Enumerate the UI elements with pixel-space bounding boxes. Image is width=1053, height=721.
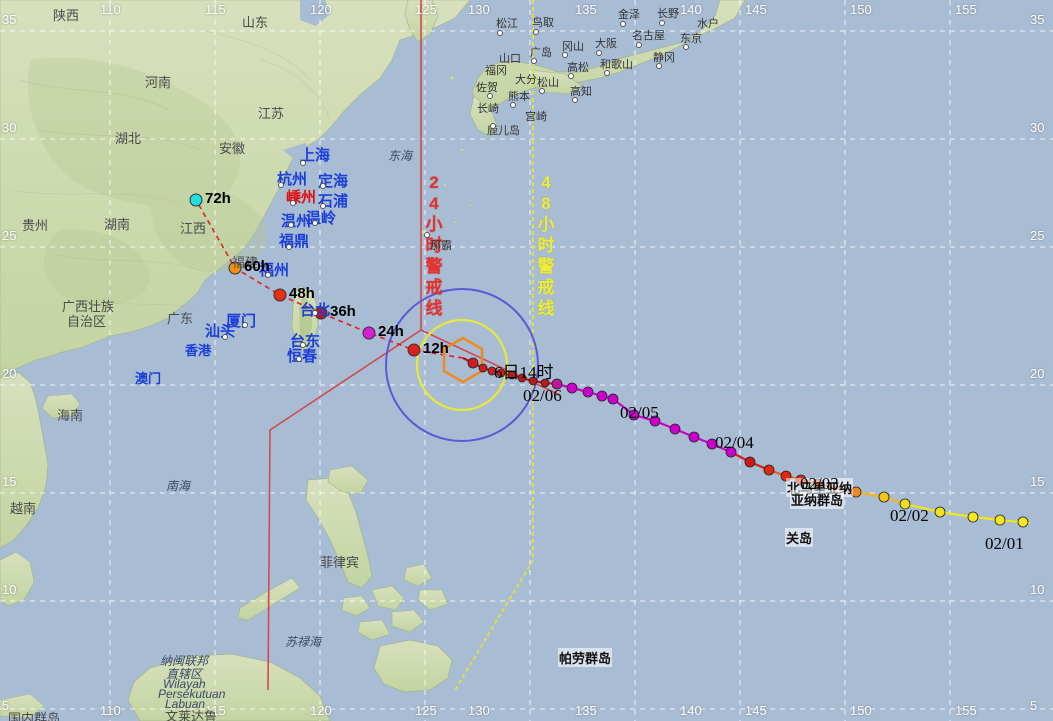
city-dot-marker [290,200,296,206]
city-dot-marker [288,222,294,228]
warning-line-char: 小 [425,215,443,234]
history-track-point [812,478,824,490]
history-track-point [478,363,488,373]
history-track-point [780,470,792,482]
warning-line-char: 8 [541,194,551,213]
city-dot-marker [656,63,662,69]
warning-line-24h-label: 2 4 小时警戒线 [424,172,444,319]
history-track-point [528,376,538,386]
wind-circle-inner [442,336,484,384]
history-track-point [899,498,911,510]
history-track-point [551,378,563,390]
history-track-point [487,366,497,376]
city-dot-marker [683,44,689,50]
city-dot-marker [533,29,539,35]
history-track-point [967,511,979,523]
warning-line-char: 4 [429,194,439,213]
warning-line-char: 线 [537,299,555,318]
history-track-point [744,456,756,468]
forecast-point-24h[interactable] [362,326,376,340]
city-dot-marker [222,334,228,340]
city-dot-marker [312,310,318,316]
history-track-point [566,382,578,394]
history-track-point [763,464,775,476]
city-dot-marker [596,50,602,56]
city-dot-marker [490,123,496,129]
city-dot-marker [487,93,493,99]
city-dot-marker [510,102,516,108]
history-track-point [934,506,946,518]
city-dot-marker [531,58,537,64]
history-track-point [467,357,479,369]
city-dot-marker [300,160,306,166]
warning-line-char: 时 [425,236,443,255]
warning-line-char: 戒 [537,278,555,297]
city-dot-marker [636,42,642,48]
history-track-point [688,431,700,443]
warning-line-char: 戒 [425,278,443,297]
history-track-point [649,415,661,427]
forecast-point-72h[interactable] [189,193,203,207]
warning-line-48h-label: 4 8 小时警戒线 [536,172,556,319]
city-dot-marker [312,220,318,226]
history-track-point [596,390,608,402]
warning-line-char: 时 [537,236,555,255]
history-track-point [878,491,890,503]
history-track-point [507,370,517,380]
city-dot-marker [572,97,578,103]
history-track-point [669,423,681,435]
city-dot-marker [620,21,626,27]
city-dot-marker [242,322,248,328]
forecast-point-60h[interactable] [228,261,242,275]
history-track-point [795,474,807,486]
warning-line-char: 线 [425,299,443,318]
city-dot-marker [300,342,306,348]
city-dot-marker [604,70,610,76]
forecast-point-12h[interactable] [407,343,421,357]
city-dot-marker [278,182,284,188]
warning-line-char: 4 [541,173,551,192]
warning-line-char: 警 [425,257,443,276]
city-dot-marker [296,356,302,362]
history-track-point [517,373,527,383]
city-dot-marker [659,20,665,26]
history-track-point [850,486,862,498]
history-track-point [607,393,619,405]
warning-line-char: 2 [429,173,439,192]
history-track-point [582,386,594,398]
forecast-point-48h[interactable] [273,288,287,302]
city-dot-marker [497,30,503,36]
history-track-point [1017,516,1029,528]
city-dot-marker [265,272,271,278]
city-dot-marker [320,203,326,209]
warning-line-char: 小 [537,215,555,234]
warning-line-24h [267,0,561,691]
history-track-point [725,446,737,458]
wind-circle-outer [385,288,539,442]
wind-circle-middle [415,318,509,412]
history-track-point [706,438,718,450]
city-dot-marker [562,52,568,58]
history-track-point [628,409,640,421]
city-dot-marker [424,232,430,238]
city-dot-marker [286,244,292,250]
history-track-point [496,368,506,378]
history-track-point [994,514,1006,526]
city-dot-marker [320,183,326,189]
city-dot-marker [568,73,574,79]
history-track-point [540,378,550,388]
warning-line-char: 警 [537,257,555,276]
city-dot-marker [539,88,545,94]
